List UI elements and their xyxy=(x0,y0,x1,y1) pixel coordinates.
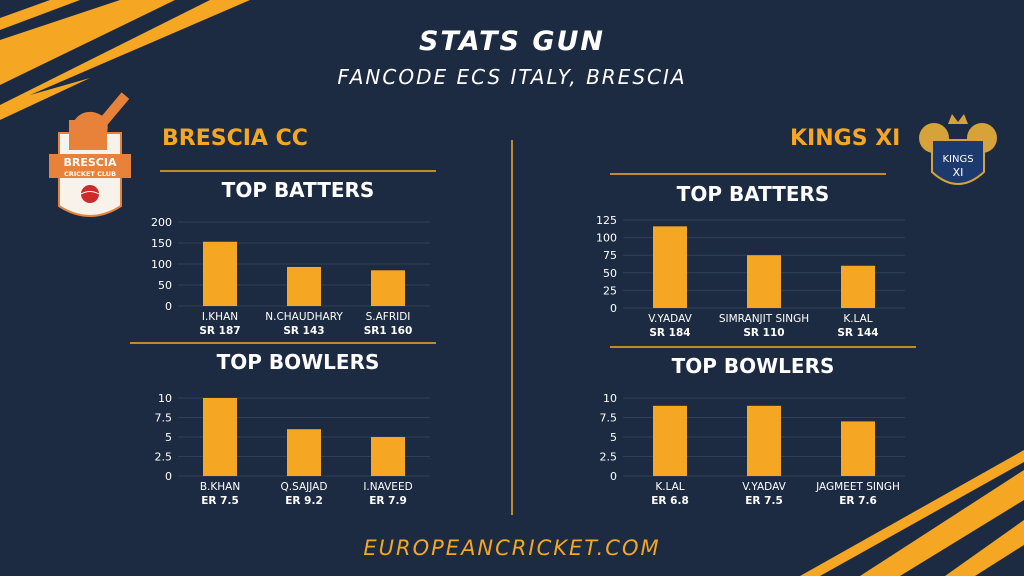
chart-brescia-bowlers: 0 2.5 5 7.5 10 B.KHAN ER 7.5 Q.SAJJAD ER 9.2 I.NA… xyxy=(155,392,430,506)
section-title-kings-batters: TOP BATTERS xyxy=(676,182,830,206)
bar xyxy=(287,266,321,306)
ball-icon xyxy=(81,185,99,203)
footer-website: EUROPEANCRICKET.COM xyxy=(363,536,661,560)
streak-top-left-2 xyxy=(0,0,250,120)
logo-text-top: KINGS xyxy=(942,154,973,165)
chart-kings-bowlers: 0 2.5 5 7.5 10 K.LAL ER 6.8 V.YADAV ER 7.5 JAGMEE… xyxy=(600,392,905,506)
category-label: K.LAL xyxy=(655,481,684,493)
stat-label: ER 9.2 xyxy=(285,495,323,506)
category-label: V.YADAV xyxy=(648,313,692,325)
bar xyxy=(371,437,405,476)
stat-label: ER 7.6 xyxy=(839,495,877,506)
bar xyxy=(747,405,781,476)
logo-banner xyxy=(49,154,131,178)
bar xyxy=(653,405,687,476)
chart-kings-batters: 0 25 50 75 100 125 V.YADAV SR 184 SIMRANJIT SING… xyxy=(596,214,905,339)
category-label: I.KHAN xyxy=(202,311,238,323)
bar xyxy=(841,421,875,476)
crown-icon xyxy=(948,114,968,124)
bar xyxy=(841,265,875,308)
stat-label: SR 184 xyxy=(649,327,690,339)
y-tick-label: 10 xyxy=(603,392,617,405)
y-tick-label: 150 xyxy=(151,237,172,250)
y-tick-label: 50 xyxy=(158,279,172,292)
stat-label: ER 7.5 xyxy=(201,495,239,506)
section-title-brescia-bowlers: TOP BOWLERS xyxy=(216,350,380,374)
stat-label: SR 144 xyxy=(837,327,878,339)
y-tick-label: 0 xyxy=(165,470,172,483)
stat-label: ER 6.8 xyxy=(651,495,689,506)
section-title-brescia-batters: TOP BATTERS xyxy=(221,178,375,202)
page-subtitle: FANCODE ECS ITALY, BRESCIA xyxy=(337,65,687,89)
page-title: STATS GUN xyxy=(418,26,606,57)
logo-text-bottom: XI xyxy=(953,166,964,179)
divider-rule xyxy=(160,170,436,172)
y-tick-label: 2.5 xyxy=(155,451,173,464)
y-tick-label: 5 xyxy=(610,431,617,444)
y-tick-label: 50 xyxy=(603,267,617,280)
y-tick-label: 2.5 xyxy=(600,451,618,464)
category-label: K.LAL xyxy=(843,313,872,325)
category-label: SIMRANJIT SINGH xyxy=(719,313,809,325)
divider-rule xyxy=(130,342,436,344)
category-label: N.CHAUDHARY xyxy=(265,311,343,323)
category-label: S.AFRIDI xyxy=(366,311,411,323)
streak-bottom-right-1 xyxy=(860,470,1024,576)
category-label: B.KHAN xyxy=(200,481,240,493)
y-tick-label: 125 xyxy=(596,214,617,227)
y-tick-label: 200 xyxy=(151,216,172,229)
team-name-kings-xi: KINGS XI xyxy=(790,126,901,151)
bar xyxy=(203,398,237,476)
y-tick-label: 0 xyxy=(165,300,172,313)
bar xyxy=(203,241,237,306)
y-tick-label: 7.5 xyxy=(155,412,173,425)
stat-label: SR1 160 xyxy=(364,325,413,337)
shield-shape xyxy=(931,139,985,185)
stat-label: SR 143 xyxy=(283,325,324,337)
logo-text-top: BRESCIA xyxy=(64,156,117,169)
stat-label: ER 7.9 xyxy=(369,495,407,506)
section-title-kings-bowlers: TOP BOWLERS xyxy=(671,354,835,378)
logo-text-bottom: CRICKET CLUB xyxy=(64,170,116,178)
stat-label: SR 187 xyxy=(199,325,240,337)
y-tick-label: 100 xyxy=(151,258,172,271)
team-name-brescia: BRESCIA CC xyxy=(162,126,308,151)
y-tick-label: 5 xyxy=(165,431,172,444)
y-tick-label: 0 xyxy=(610,302,617,315)
kings-xi-logo: KINGS XI xyxy=(919,114,997,185)
category-label: Q.SAJJAD xyxy=(281,481,328,493)
streak-bottom-right-3 xyxy=(800,450,1024,576)
bar xyxy=(747,255,781,308)
streak-top-left-1 xyxy=(0,0,175,85)
bar xyxy=(371,270,405,306)
y-tick-label: 10 xyxy=(158,392,172,405)
brescia-cc-logo: BRESCIA CRICKET CLUB xyxy=(49,92,131,217)
stat-label: SR 110 xyxy=(743,327,784,339)
streak-bottom-right-2 xyxy=(945,520,1024,576)
y-tick-label: 75 xyxy=(603,249,617,262)
stat-label: ER 7.5 xyxy=(745,495,783,506)
y-tick-label: 25 xyxy=(603,284,617,297)
batsman-body xyxy=(69,120,107,150)
ball-seam xyxy=(80,191,100,195)
category-label: V.YADAV xyxy=(742,481,786,493)
y-tick-label: 100 xyxy=(596,232,617,245)
bar xyxy=(653,226,687,308)
divider-rule xyxy=(610,346,916,348)
streak-top-left-3 xyxy=(0,0,80,30)
bar xyxy=(287,429,321,476)
y-tick-label: 0 xyxy=(610,470,617,483)
chart-brescia-batters: 0 50 100 150 200 I.KHAN SR 187 N.CHAUDHARY SR 14… xyxy=(151,216,430,337)
y-tick-label: 7.5 xyxy=(600,412,618,425)
divider-rule xyxy=(610,173,886,175)
category-label: JAGMEET SINGH xyxy=(815,481,900,493)
category-label: I.NAVEED xyxy=(363,481,412,493)
